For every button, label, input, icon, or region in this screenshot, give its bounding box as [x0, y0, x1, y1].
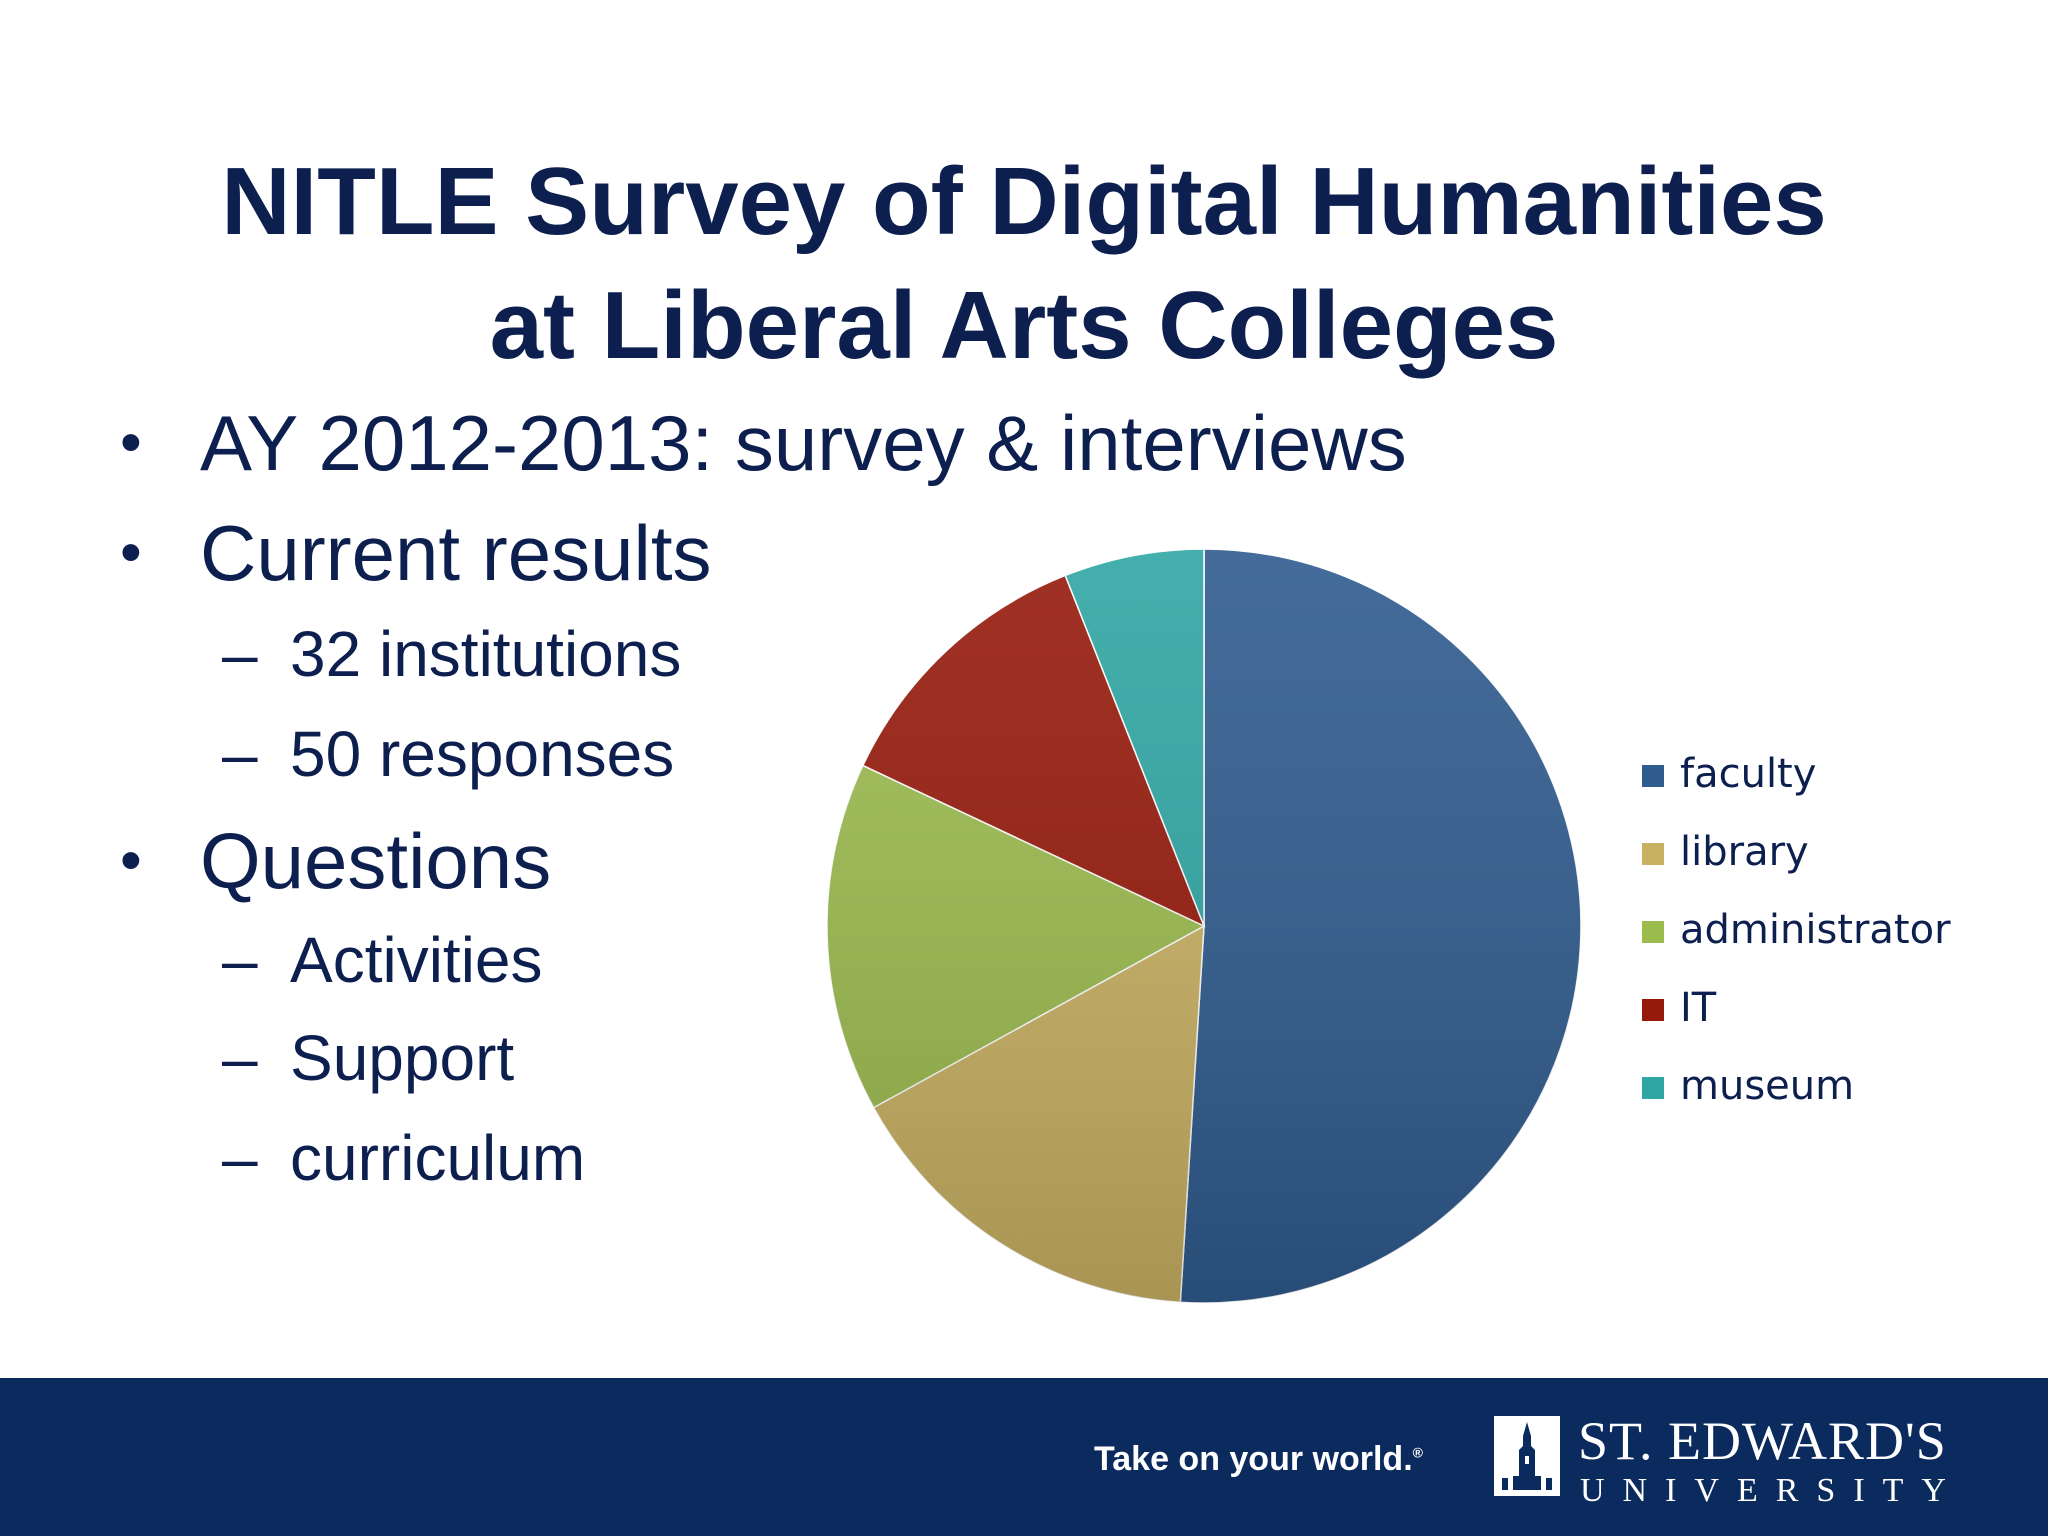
registered-mark: ®	[1412, 1444, 1423, 1461]
slide-title-line-1: NITLE Survey of Digital Humanities	[221, 148, 1827, 255]
legend-swatch	[1642, 843, 1664, 865]
legend-label: administrator	[1680, 907, 1951, 953]
footer-bar: Take on your world.® ST. EDWARD'S UNIVER…	[0, 1378, 2048, 1536]
legend-label: library	[1680, 829, 1809, 875]
sub-bullet-text: 32 institutions	[290, 618, 682, 690]
sub-bullet-glyph: –	[222, 718, 258, 790]
logo-name: ST. EDWARD'S	[1578, 1411, 1947, 1471]
pie-chart	[826, 548, 1582, 1304]
sub-bullet-text: Support	[290, 1022, 515, 1094]
legend-swatch	[1642, 999, 1664, 1021]
sub-bullet-glyph: –	[222, 1122, 258, 1194]
slide-title-line-2: at Liberal Arts Colleges	[489, 272, 1559, 379]
sub-bullet-text: curriculum	[290, 1122, 586, 1194]
legend-label: museum	[1680, 1063, 1855, 1109]
tagline: Take on your world.®	[1094, 1440, 1423, 1479]
legend-swatch	[1642, 1077, 1664, 1099]
sub-bullet-text: 50 responses	[290, 718, 675, 790]
logo-subtitle: UNIVERSITY	[1580, 1472, 1964, 1509]
sub-bullet-glyph: –	[222, 924, 258, 996]
legend-swatch	[1642, 765, 1664, 787]
bullet-text: AY 2012-2013: survey & interviews	[200, 399, 1407, 487]
sub-bullet-glyph: –	[222, 1022, 258, 1094]
bullet-text: Questions	[200, 817, 552, 905]
bullet-text: Current results	[200, 509, 712, 597]
bullet-glyph: •	[120, 518, 142, 587]
bullet-glyph: •	[120, 408, 142, 477]
legend-swatch	[1642, 921, 1664, 943]
pie-slice-faculty	[1179, 548, 1582, 1304]
tower-icon	[1494, 1416, 1560, 1496]
legend-label: IT	[1680, 985, 1717, 1031]
sub-bullet-text: Activities	[290, 924, 543, 996]
legend-label: faculty	[1680, 751, 1817, 797]
tagline-text: Take on your world.	[1094, 1440, 1413, 1478]
slide-title: NITLE Survey of Digital Humanities at Li…	[0, 140, 2048, 388]
bullet-glyph: •	[120, 826, 142, 895]
sub-bullet-glyph: –	[222, 618, 258, 690]
